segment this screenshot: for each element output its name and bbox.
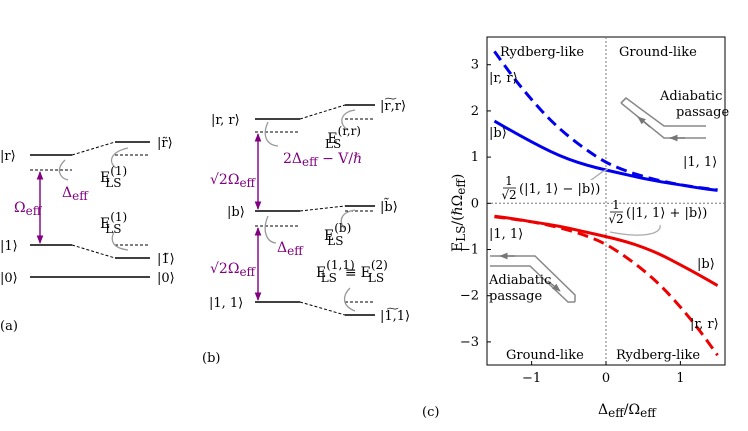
axis-ticks: −1 0 1 −3 −2 −1 0 1 2 3 bbox=[460, 58, 685, 386]
svg-text:1: 1 bbox=[505, 174, 513, 188]
connector-r bbox=[71, 141, 116, 156]
label-11-top: |1, 1⟩ bbox=[683, 155, 717, 170]
label-b-bottom: |b⟩ bbox=[697, 257, 715, 272]
ls-b-pointer bbox=[340, 209, 356, 229]
dressed-rr-label: |r͠,r⟩ bbox=[380, 98, 406, 114]
ann-minus: 1 √2 (|1, 1⟩ − |b⟩) bbox=[501, 174, 602, 202]
y-tick-label: −1 bbox=[460, 243, 479, 258]
adiabatic-sketch-top bbox=[620, 97, 706, 142]
region-bottom-left: Ground-like bbox=[506, 348, 584, 363]
rabi-label: Ωeff bbox=[14, 200, 43, 218]
region-top-left: Rydberg-like bbox=[500, 45, 584, 60]
y-tick-label: 1 bbox=[471, 150, 479, 165]
label-b-top: |b⟩ bbox=[489, 126, 507, 141]
x-axis-label: Δeff/Ωeff bbox=[598, 402, 657, 420]
detuning-bottom-label: Δeff bbox=[277, 240, 304, 258]
x-tick-label: 1 bbox=[676, 371, 684, 386]
state-rr-label: |r, r⟩ bbox=[211, 113, 240, 128]
ls-upper-label: E(1) LS bbox=[100, 164, 127, 190]
svg-text:(|1, 1⟩ − |b⟩): (|1, 1⟩ − |b⟩) bbox=[519, 182, 600, 197]
panel-b-label: (b) bbox=[202, 351, 220, 366]
panel-a-label: (a) bbox=[0, 319, 18, 334]
ls-upper-pointer bbox=[110, 147, 129, 169]
state-b-label: |b⟩ bbox=[227, 205, 245, 220]
rabi-top-label: √2Ωeff bbox=[210, 172, 257, 190]
dressed-b-label: |b̃⟩ bbox=[380, 198, 398, 215]
svg-text:(|1, 1⟩ + |b⟩): (|1, 1⟩ + |b⟩) bbox=[626, 206, 707, 221]
y-tick-label: 2 bbox=[471, 104, 479, 119]
dressed-r-label: |r̃⟩ bbox=[157, 136, 173, 151]
panel-b: |r, r⟩ |b⟩ |1, 1⟩ |r͠,r⟩ |b̃⟩ |1͠,1⟩ √2Ω… bbox=[202, 98, 410, 366]
label-rr-top: |r, r⟩ bbox=[489, 71, 518, 86]
label-11-bottom: |1, 1⟩ bbox=[489, 227, 523, 242]
y-tick-label: 0 bbox=[471, 196, 479, 211]
label-rr-bottom: |r, r⟩ bbox=[690, 317, 719, 332]
panel-c-label: (c) bbox=[422, 405, 439, 420]
dressed-1-label: |1̃⟩ bbox=[157, 252, 175, 267]
adiabatic-bottom-line1: Adiabatic bbox=[488, 273, 551, 288]
connector-11 bbox=[299, 301, 346, 316]
adiabatic-bottom-line2: passage bbox=[489, 289, 542, 304]
x-tick-label: −1 bbox=[522, 371, 541, 386]
panel-a: |r⟩ |1⟩ |0⟩ |r̃⟩ |1̃⟩ |0⟩ Ωeff Δeff E(1)… bbox=[0, 136, 175, 334]
connector-b bbox=[299, 205, 346, 212]
connector-rr bbox=[299, 104, 346, 120]
svg-text:1: 1 bbox=[612, 198, 620, 212]
svg-text:√2: √2 bbox=[501, 188, 516, 202]
ls-11-pointer bbox=[343, 287, 356, 312]
detuning-pointer bbox=[58, 159, 69, 181]
ls-lower-label: E(1) LS bbox=[100, 210, 127, 236]
ls-rr-label: E(r,r) LS bbox=[325, 124, 361, 151]
region-bottom-right: Rydberg-like bbox=[616, 348, 700, 363]
series-3-line bbox=[494, 215, 719, 357]
ls-rr-pointer bbox=[341, 109, 356, 131]
detuning-top-label: 2Δeff − V/ℏ bbox=[283, 151, 362, 169]
x-tick-label: 0 bbox=[602, 371, 610, 386]
ann-plus: 1 √2 (|1, 1⟩ + |b⟩) bbox=[608, 198, 707, 226]
adiabatic-top-line1: Adiabatic bbox=[659, 89, 722, 104]
y-tick-label: −3 bbox=[460, 335, 479, 350]
rabi-bottom-label: √2Ωeff bbox=[210, 261, 257, 279]
connector-1 bbox=[71, 244, 116, 259]
adiabatic-sketch-bottom bbox=[490, 252, 576, 303]
ann-plus-pointer bbox=[609, 224, 661, 236]
state-11-label: |1, 1⟩ bbox=[209, 296, 243, 311]
curves bbox=[493, 50, 719, 357]
state-r-label: |r⟩ bbox=[0, 149, 16, 164]
y-tick-label: −2 bbox=[460, 289, 479, 304]
y-axis-label: ELS/(ℏΩeff) bbox=[450, 174, 468, 252]
series-2-line bbox=[494, 214, 719, 287]
y-tick-label: 3 bbox=[471, 58, 479, 73]
state-1-label: |1⟩ bbox=[0, 239, 18, 254]
adiabatic-top-line2: passage bbox=[676, 105, 729, 120]
region-top-right: Ground-like bbox=[619, 45, 697, 60]
detuning-bottom-pointer bbox=[264, 215, 277, 244]
dressed-0-label: |0⟩ bbox=[157, 271, 175, 286]
ls-b-label: E(b) LS bbox=[324, 221, 351, 248]
detuning-label: Δeff bbox=[62, 185, 89, 203]
ls-lower-pointer bbox=[111, 231, 129, 251]
state-0-label: |0⟩ bbox=[0, 271, 18, 286]
detuning-top-pointer bbox=[264, 121, 279, 147]
svg-text:√2: √2 bbox=[608, 212, 623, 226]
ls-11-label: E(1,1) LS ≡ E(2) LS bbox=[316, 258, 388, 285]
dressed-11-label: |1͠,1⟩ bbox=[380, 308, 410, 324]
series-1-line bbox=[493, 119, 718, 192]
